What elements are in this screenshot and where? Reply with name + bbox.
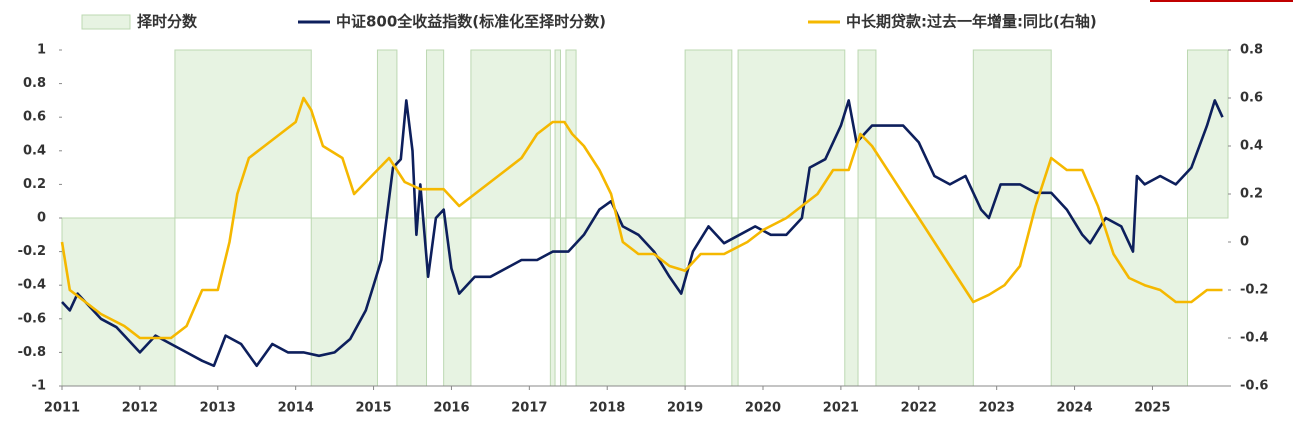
- legend-swatch: [81, 14, 131, 30]
- y-tick-label: 0.2: [23, 177, 46, 192]
- legend-label: 中长期贷款:过去一年增量:同比(右轴): [846, 13, 1097, 31]
- y2-tick-label: 0.6: [1240, 91, 1263, 106]
- x-tick-label: 2011: [44, 401, 80, 416]
- x-tick-label: 2019: [667, 401, 703, 416]
- y2-tick-label: 0.8: [1240, 43, 1263, 58]
- x-tick-label: 2015: [355, 401, 391, 416]
- y-tick-label: 0.4: [23, 143, 46, 158]
- score-area: [575, 217, 686, 387]
- y-tick-label: -0.2: [18, 244, 46, 259]
- score-area: [684, 49, 733, 219]
- x-tick-label: 2014: [278, 401, 314, 416]
- score-area: [61, 217, 176, 387]
- x-tick-label: 2012: [122, 401, 158, 416]
- score-area: [844, 217, 859, 387]
- score-area: [426, 49, 445, 219]
- y-tick-label: 0.8: [23, 76, 46, 91]
- x-tick-label: 2022: [901, 401, 937, 416]
- y-tick-label: -0.4: [18, 278, 46, 293]
- y2-tick-label: 0: [1240, 235, 1249, 250]
- score-area: [972, 49, 1052, 219]
- legend-label: 择时分数: [137, 13, 198, 31]
- score-area: [174, 49, 312, 219]
- y2-tick-label: 0.4: [1240, 139, 1263, 154]
- y-tick-label: 0.6: [23, 110, 46, 125]
- score-area: [1186, 49, 1229, 219]
- score-area: [731, 217, 739, 387]
- x-tick-label: 2018: [589, 401, 625, 416]
- score-area: [549, 217, 556, 387]
- x-tick-label: 2021: [823, 401, 859, 416]
- x-tick-label: 2024: [1056, 401, 1092, 416]
- x-tick-label: 2013: [200, 401, 236, 416]
- y2-tick-label: -0.4: [1240, 331, 1268, 346]
- y-tick-label: 1: [37, 43, 46, 58]
- series-line: [61, 99, 1224, 368]
- score-area: [875, 217, 974, 387]
- y2-tick-label: 0.2: [1240, 187, 1263, 202]
- y-tick-label: 0: [37, 211, 46, 226]
- score-area: [396, 217, 428, 387]
- y-tick-label: -1: [32, 379, 46, 394]
- score-area: [559, 217, 567, 387]
- y-tick-label: -0.6: [18, 311, 46, 326]
- y2-tick-label: -0.2: [1240, 283, 1268, 298]
- score-area: [1050, 217, 1188, 387]
- score-area: [857, 49, 877, 219]
- y-tick-label: -0.8: [18, 345, 46, 360]
- x-tick-label: 2017: [511, 401, 547, 416]
- x-tick-label: 2023: [979, 401, 1015, 416]
- score-area: [376, 49, 398, 219]
- series-line: [60, 96, 1223, 340]
- score-area: [737, 49, 846, 219]
- legend-label: 中证800全收益指数(标准化至择时分数): [336, 13, 606, 31]
- score-area: [554, 49, 561, 219]
- x-tick-label: 2020: [745, 401, 781, 416]
- x-tick-label: 2016: [433, 401, 469, 416]
- x-tick-label: 2025: [1134, 401, 1170, 416]
- y2-tick-label: -0.6: [1240, 379, 1268, 394]
